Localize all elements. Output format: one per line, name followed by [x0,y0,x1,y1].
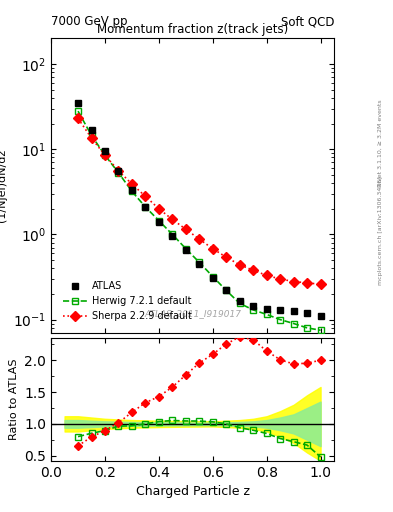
X-axis label: Charged Particle z: Charged Particle z [136,485,250,498]
Sherpa 2.2.9 default [103,152,107,158]
Title: Momentum fraction z(track jets): Momentum fraction z(track jets) [97,23,288,36]
Herwig 7.2.1 default [291,321,296,327]
Herwig 7.2.1 default [237,301,242,307]
Sherpa 2.2.9 default [278,276,283,282]
Sherpa 2.2.9 default [305,280,309,286]
Herwig 7.2.1 default [318,327,323,333]
Text: Rivet 3.1.10, ≥ 3.2M events: Rivet 3.1.10, ≥ 3.2M events [378,99,383,187]
ATLAS [278,307,283,313]
Text: 7000 GeV pp: 7000 GeV pp [51,15,128,28]
ATLAS [130,187,134,194]
Text: ATLAS_2011_I919017: ATLAS_2011_I919017 [144,309,241,318]
Herwig 7.2.1 default [156,218,161,224]
Sherpa 2.2.9 default [318,281,323,287]
Sherpa 2.2.9 default [156,206,161,212]
Sherpa 2.2.9 default [76,115,81,121]
Sherpa 2.2.9 default [291,279,296,285]
ATLAS [156,219,161,225]
Sherpa 2.2.9 default [210,246,215,252]
ATLAS [184,247,188,253]
Sherpa 2.2.9 default [197,236,202,242]
Herwig 7.2.1 default [197,259,202,265]
ATLAS [103,148,107,154]
ATLAS [89,126,94,133]
ATLAS [170,233,175,240]
Herwig 7.2.1 default [76,108,81,114]
ATLAS [318,313,323,319]
ATLAS [237,298,242,304]
Line: ATLAS: ATLAS [75,99,324,319]
Sherpa 2.2.9 default [170,217,175,223]
Sherpa 2.2.9 default [264,272,269,279]
Sherpa 2.2.9 default [184,226,188,232]
Herwig 7.2.1 default [210,273,215,280]
Sherpa 2.2.9 default [143,193,148,199]
Sherpa 2.2.9 default [251,267,255,273]
Herwig 7.2.1 default [170,231,175,238]
ATLAS [76,100,81,106]
Sherpa 2.2.9 default [89,135,94,141]
ATLAS [291,308,296,314]
Herwig 7.2.1 default [143,204,148,210]
ATLAS [251,303,255,309]
ATLAS [116,168,121,175]
Y-axis label: Ratio to ATLAS: Ratio to ATLAS [9,358,19,440]
Legend: ATLAS, Herwig 7.2.1 default, Sherpa 2.2.9 default: ATLAS, Herwig 7.2.1 default, Sherpa 2.2.… [59,278,196,325]
Herwig 7.2.1 default [251,307,255,313]
ATLAS [305,310,309,316]
Text: mcplots.cern.ch [arXiv:1306.3436]: mcplots.cern.ch [arXiv:1306.3436] [378,176,383,285]
Herwig 7.2.1 default [130,188,134,195]
Line: Herwig 7.2.1 default: Herwig 7.2.1 default [75,108,324,334]
ATLAS [264,306,269,312]
Sherpa 2.2.9 default [130,181,134,187]
Herwig 7.2.1 default [89,133,94,139]
Y-axis label: (1/Njel)dN/dz: (1/Njel)dN/dz [0,149,7,222]
ATLAS [210,274,215,281]
Herwig 7.2.1 default [184,246,188,252]
Herwig 7.2.1 default [224,287,229,293]
Line: Sherpa 2.2.9 default: Sherpa 2.2.9 default [75,115,324,288]
ATLAS [224,287,229,293]
Herwig 7.2.1 default [278,316,283,323]
Sherpa 2.2.9 default [237,262,242,268]
Herwig 7.2.1 default [103,152,107,158]
Herwig 7.2.1 default [264,311,269,317]
Herwig 7.2.1 default [305,325,309,331]
ATLAS [197,261,202,267]
Sherpa 2.2.9 default [224,254,229,260]
Herwig 7.2.1 default [116,169,121,176]
ATLAS [143,204,148,210]
Text: Soft QCD: Soft QCD [281,15,334,28]
Sherpa 2.2.9 default [116,167,121,174]
